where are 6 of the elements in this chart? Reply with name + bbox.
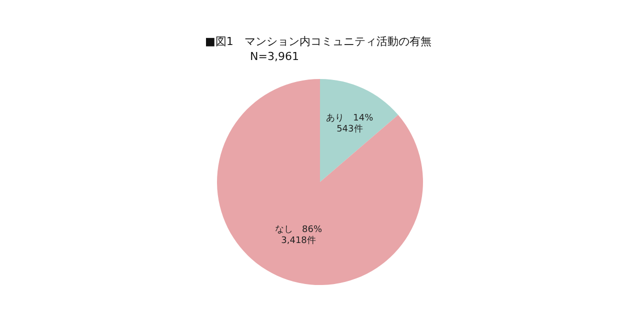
pie-slice [217, 79, 423, 285]
pie-slice [320, 79, 398, 182]
slice-label: あり 14% 543件 [326, 113, 374, 134]
slice-label: なし 86% 3,418件 [274, 224, 322, 246]
chart-title: ■図1 マンション内コミュニティ活動の有無 [205, 35, 432, 48]
chart-subtitle: N=3,961 [250, 50, 299, 63]
